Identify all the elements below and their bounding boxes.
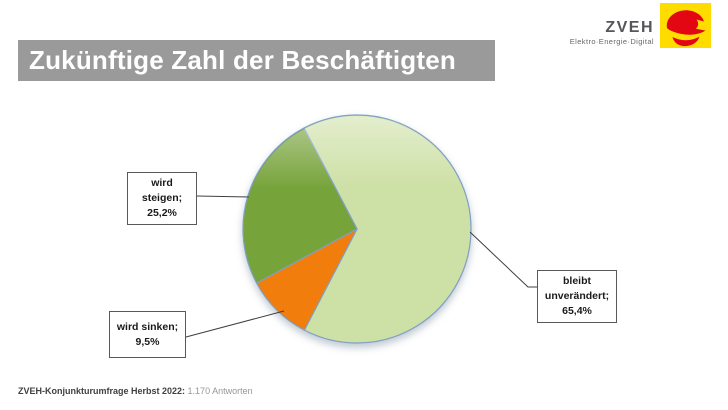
callout-line: wird sinken;	[116, 320, 179, 333]
callout-connector	[196, 195, 250, 198]
callout-line: 9,5%	[135, 335, 160, 348]
callout-line: unverändert;	[544, 290, 610, 302]
callout-line: steigen;	[141, 192, 183, 204]
page-title: Zukünftige Zahl der Beschäftigten	[18, 40, 495, 81]
source-note: ZVEH-Konjunkturumfrage Herbst 2022: 1.17…	[18, 386, 253, 396]
callout-line: 65,4%	[562, 305, 592, 317]
logo-red-swoosh-lower	[672, 36, 700, 47]
logo-red-swoosh-upper	[666, 10, 706, 35]
callout-bleibt-unveraendert: bleibt unverändert; 65,4%	[537, 270, 617, 323]
zveh-logo-mark-icon	[660, 3, 711, 48]
callout-wird-sinken: wird sinken; 9,5%	[109, 311, 186, 358]
zveh-logo-tagline: Elektro·Energie·Digital	[569, 37, 654, 46]
callout-connector	[469, 231, 537, 288]
zveh-logo-text: ZVEH Elektro·Energie·Digital	[570, 20, 654, 48]
pie-slices	[242, 114, 472, 344]
callout-line: bleibt	[563, 275, 591, 287]
source-note-bold: ZVEH-Konjunkturumfrage Herbst 2022:	[18, 386, 186, 396]
zveh-logo-name: ZVEH	[605, 19, 654, 36]
source-note-value: 1.170 Antworten	[187, 386, 253, 396]
page-title-text: Zukünftige Zahl der Beschäftigten	[29, 45, 456, 75]
pie-sheen-overlay	[244, 116, 470, 342]
callout-line: 25,2%	[147, 207, 177, 219]
callout-line: wird	[151, 177, 173, 189]
callout-connector-lines	[185, 195, 537, 338]
callout-connector	[185, 310, 285, 338]
callout-wird-steigen: wird steigen; 25,2%	[127, 172, 197, 225]
zveh-logo: ZVEH Elektro·Energie·Digital	[570, 3, 711, 48]
